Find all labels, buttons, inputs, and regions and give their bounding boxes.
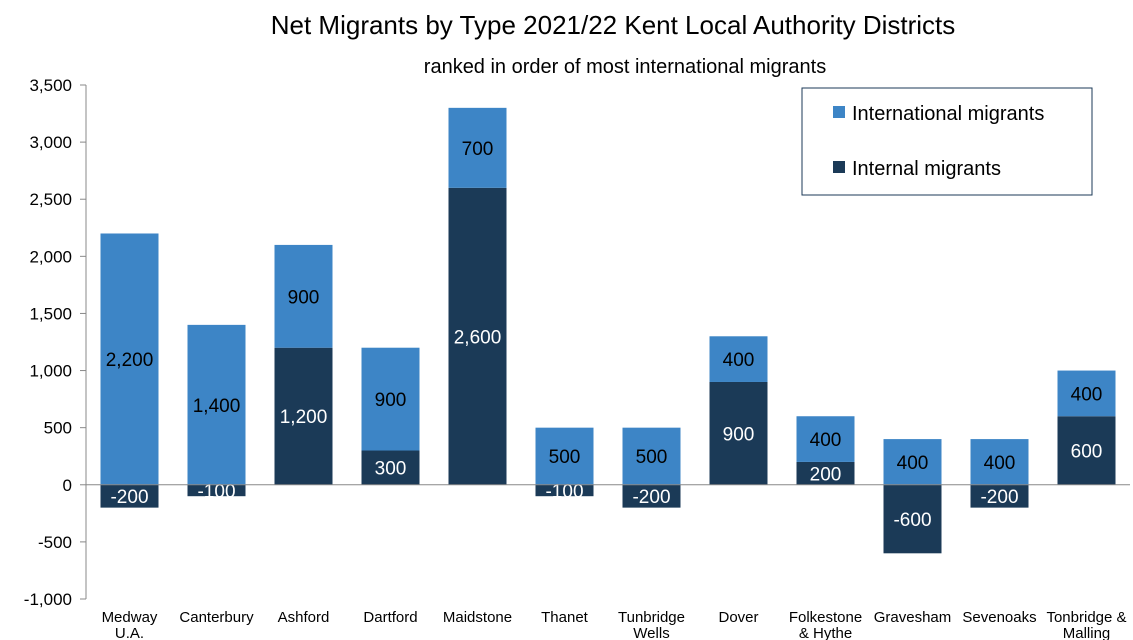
- bar-internal: [1057, 416, 1116, 485]
- legend-label-international: International migrants: [852, 103, 1044, 125]
- data-label-international: 1,400: [193, 396, 241, 417]
- data-label-internal: -200: [110, 487, 148, 508]
- bar-internal: [274, 347, 333, 485]
- x-category-label: Dover: [718, 609, 758, 626]
- data-label-international: 700: [462, 139, 494, 160]
- legend-swatch-internal: [833, 161, 845, 173]
- legend-box: [801, 87, 1093, 196]
- x-category-label: Gravesham: [874, 609, 952, 626]
- y-tick-label: 500: [44, 419, 72, 438]
- y-tick-label: 2,500: [29, 190, 72, 209]
- data-label-international: 900: [375, 390, 407, 411]
- data-label-international: 2,200: [106, 350, 154, 371]
- bar-international: [622, 427, 681, 485]
- bar-internal: [448, 187, 507, 485]
- bar-internal: [361, 450, 420, 485]
- x-category-label: Canterbury: [179, 609, 254, 626]
- plot-area: -1,000 -500 0 500 1,000 1,500 2,000 2,500 3,000 3…: [24, 76, 1130, 640]
- bar-internal: [970, 484, 1029, 508]
- x-category-label: Tunbridge Wells: [618, 609, 685, 640]
- data-label-internal: -100: [545, 481, 583, 502]
- data-label-international: 400: [723, 350, 755, 371]
- bar-international: [970, 439, 1029, 485]
- bar-internal: [883, 484, 942, 554]
- bar-international: [361, 347, 420, 451]
- bar-internal: [535, 484, 594, 497]
- bar-internal: [796, 461, 855, 485]
- x-category-label: Medway U.A.: [102, 609, 158, 640]
- bar-internal: [709, 381, 768, 485]
- bar-international: [709, 336, 768, 382]
- data-label-internal: -200: [632, 487, 670, 508]
- x-category-label: Ashford: [278, 609, 330, 626]
- x-category-label: Tonbridge & Malling: [1046, 609, 1126, 640]
- data-label-international: 400: [1071, 384, 1103, 405]
- y-tick-label: 1,000: [29, 362, 72, 381]
- legend: International migrants Internal migrants: [801, 87, 1093, 196]
- bar-international: [1057, 370, 1116, 417]
- bar-international: [274, 244, 333, 348]
- x-category-label: Sevenoaks: [962, 609, 1036, 626]
- y-tick-label: -500: [38, 533, 72, 552]
- x-category-label: Maidstone: [443, 609, 512, 626]
- x-category-label: Folkestone & Hythe: [789, 609, 862, 640]
- legend-label-internal: Internal migrants: [852, 158, 1001, 180]
- bar-internal: [100, 484, 159, 508]
- data-label-international: 500: [549, 447, 581, 468]
- data-label-internal: 300: [375, 459, 407, 480]
- chart-subtitle: ranked in order of most international mi…: [424, 56, 826, 78]
- data-label-international: 400: [984, 453, 1016, 474]
- bar-international: [187, 324, 246, 485]
- data-label-internal: 600: [1071, 442, 1103, 463]
- y-tick-label: 2,000: [29, 247, 72, 266]
- x-category-label: Dartford: [363, 609, 417, 626]
- y-tick-label: -1,000: [24, 590, 72, 609]
- y-tick-label: 1,500: [29, 304, 72, 323]
- legend-swatch-international: [833, 106, 845, 118]
- bar-international: [535, 427, 594, 485]
- bar-internal: [187, 484, 246, 497]
- bar-international: [100, 233, 159, 485]
- data-label-international: 500: [636, 447, 668, 468]
- bar-internal: [622, 484, 681, 508]
- data-label-international: 900: [288, 287, 320, 308]
- data-label-international: 400: [897, 453, 929, 474]
- data-label-internal: 900: [723, 424, 755, 445]
- y-tick-label: 3,000: [29, 133, 72, 152]
- y-tick-label: 3,500: [29, 76, 72, 95]
- data-label-internal: 1,200: [280, 407, 328, 428]
- data-label-internal: 200: [810, 464, 842, 485]
- data-label-internal: 2,600: [454, 327, 502, 348]
- bar-international: [883, 439, 942, 485]
- x-category-label: Thanet: [541, 609, 589, 626]
- data-label-internal: -200: [980, 487, 1018, 508]
- data-label-internal: -100: [197, 481, 235, 502]
- y-tick-label: 0: [63, 476, 72, 495]
- bar-international: [448, 107, 507, 188]
- chart-title: Net Migrants by Type 2021/22 Kent Local …: [271, 10, 956, 40]
- data-label-internal: -600: [893, 510, 931, 531]
- bar-international: [796, 416, 855, 462]
- data-label-international: 400: [810, 430, 842, 451]
